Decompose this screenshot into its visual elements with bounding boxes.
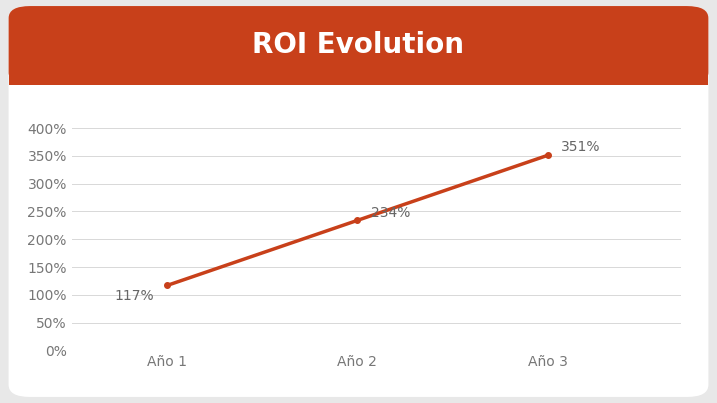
Text: 117%: 117%	[114, 289, 153, 303]
Text: ROI Evolution: ROI Evolution	[252, 31, 465, 59]
Text: 351%: 351%	[561, 141, 601, 154]
Text: 234%: 234%	[371, 206, 410, 220]
